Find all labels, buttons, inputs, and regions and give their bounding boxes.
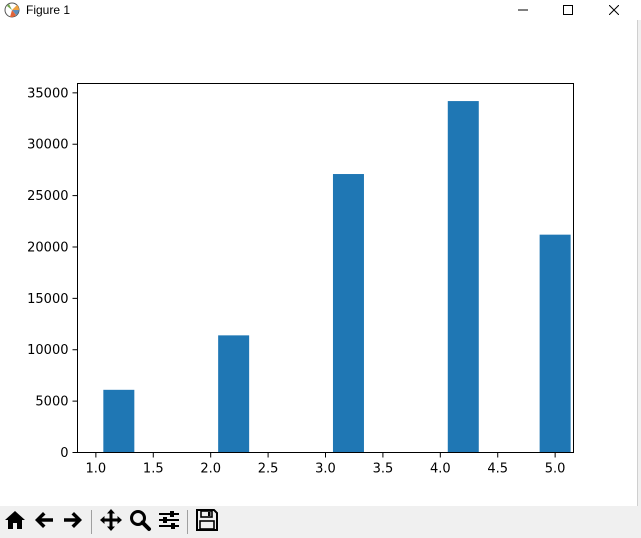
close-button[interactable] [591, 0, 637, 20]
x-tick-label: 1.0 [86, 462, 107, 477]
y-tick-label: 10000 [27, 343, 68, 358]
x-tick-label: 4.0 [430, 462, 451, 477]
y-tick-label: 15000 [27, 292, 68, 307]
bar [539, 234, 571, 453]
figure-canvas[interactable]: 1.0 1.5 2.0 2.5 3.0 3.5 4.0 4.5 5.0 0 5000 10000 15… [0, 20, 637, 506]
home-icon [3, 508, 27, 536]
save-button[interactable] [193, 508, 221, 536]
minimize-icon [518, 5, 528, 15]
zoom-button[interactable] [126, 508, 154, 536]
x-tick-label: 4.5 [487, 462, 508, 477]
home-button[interactable] [1, 508, 29, 536]
bar [218, 335, 250, 453]
bars-layer [103, 101, 571, 453]
bar [447, 101, 479, 453]
y-tick-label: 20000 [27, 240, 68, 255]
x-tick-label: 3.5 [373, 462, 394, 477]
bar [332, 174, 364, 453]
x-tick-label: 5.0 [545, 462, 566, 477]
close-icon [609, 5, 619, 15]
x-tick-label: 2.5 [258, 462, 279, 477]
title-bar[interactable]: Figure 1 [0, 0, 641, 20]
minimize-button[interactable] [500, 0, 546, 20]
maximize-button[interactable] [545, 0, 591, 20]
x-tick-label: 3.0 [315, 462, 336, 477]
y-tick-label: 30000 [27, 138, 68, 153]
pan-button[interactable] [97, 508, 125, 536]
axes-frame [77, 83, 574, 453]
x-tick-label: 1.5 [143, 462, 164, 477]
x-axis-ticks: 1.0 1.5 2.0 2.5 3.0 3.5 4.0 4.5 5.0 [86, 452, 566, 477]
toolbar-separator [187, 510, 188, 534]
forward-button[interactable] [59, 508, 87, 536]
x-tick-label: 2.0 [200, 462, 221, 477]
navigation-toolbar [0, 506, 641, 538]
arrow-right-icon [61, 508, 85, 536]
back-button[interactable] [30, 508, 58, 536]
y-tick-label: 5000 [35, 395, 68, 410]
floppy-disk-icon [195, 508, 219, 536]
y-axis-ticks: 0 5000 10000 15000 20000 25000 30000 35000 [27, 86, 78, 461]
window-title: Figure 1 [26, 3, 71, 17]
bar [103, 389, 135, 453]
bar-chart: 1.0 1.5 2.0 2.5 3.0 3.5 4.0 4.5 5.0 0 5000 10000 15… [27, 83, 574, 477]
arrow-left-icon [32, 508, 56, 536]
y-tick-label: 0 [60, 446, 68, 461]
configure-subplots-button[interactable] [155, 508, 183, 536]
toolbar-separator [91, 510, 92, 534]
matplotlib-logo-icon [4, 2, 20, 18]
maximize-icon [563, 5, 573, 15]
window-edge [637, 20, 641, 506]
move-icon [99, 508, 123, 536]
y-tick-label: 35000 [27, 86, 68, 101]
magnifier-icon [128, 508, 152, 536]
y-tick-label: 25000 [27, 189, 68, 204]
sliders-icon [157, 508, 181, 536]
